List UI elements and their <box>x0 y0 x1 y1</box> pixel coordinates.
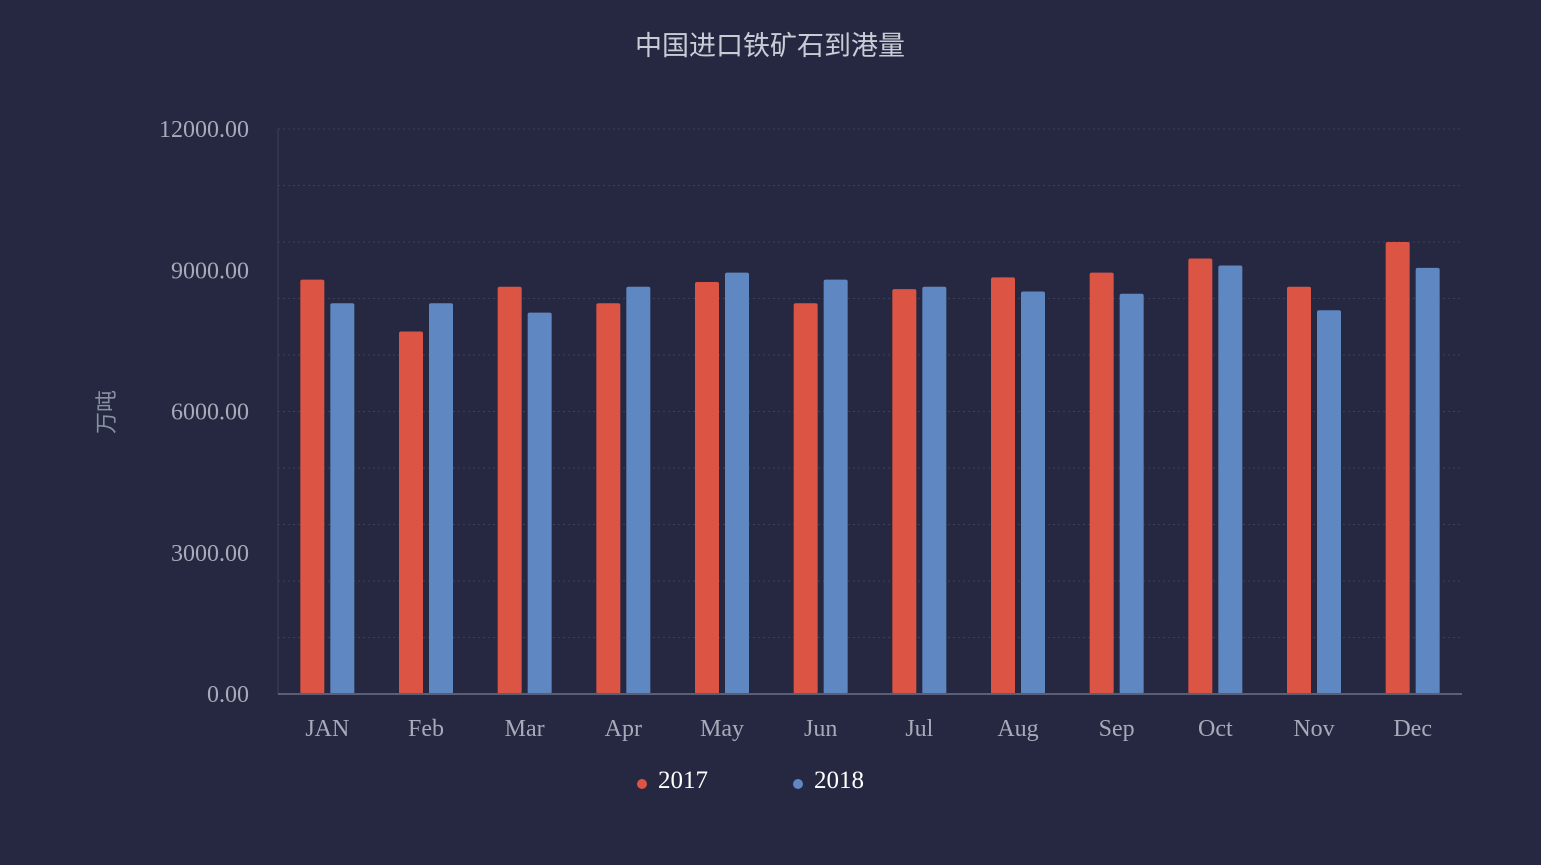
bar-2018-Oct[interactable] <box>1218 265 1243 694</box>
y-tick-label: 9000.00 <box>171 258 249 284</box>
x-tick-label: Feb <box>408 716 444 742</box>
legend[interactable]: 2017 2018 <box>637 767 864 794</box>
x-tick-label: May <box>700 716 744 742</box>
bar-2018-JAN[interactable] <box>330 303 355 694</box>
y-tick-label: 12000.00 <box>159 117 249 143</box>
bar-2018-Apr[interactable] <box>626 286 651 694</box>
x-tick-label: Apr <box>605 716 642 742</box>
bar-2017-Apr[interactable] <box>596 303 621 694</box>
x-axis-ticks: JAN Feb Mar Apr May Jun Jul Aug Sep Oct Nov Dec <box>305 716 1432 742</box>
x-tick-label: JAN <box>305 716 349 742</box>
legend-label: 2017 <box>658 767 708 794</box>
bar-2018-Jul[interactable] <box>922 286 947 694</box>
axes <box>277 129 1462 695</box>
legend-label: 2018 <box>814 767 864 794</box>
bar-2017-Nov[interactable] <box>1287 286 1311 694</box>
bar-2018-Feb[interactable] <box>429 303 453 694</box>
x-tick-label: Jun <box>804 716 837 742</box>
x-tick-label: Nov <box>1293 716 1334 742</box>
y-tick-label: 6000.00 <box>171 400 249 426</box>
x-tick-label: Jul <box>905 716 933 742</box>
bar-2018-Jun[interactable] <box>823 279 848 694</box>
legend-marker <box>637 779 647 789</box>
bar-2018-Nov[interactable] <box>1317 310 1341 694</box>
bars <box>300 242 1440 694</box>
bar-2017-Aug[interactable] <box>991 277 1015 694</box>
bar-2017-Jul[interactable] <box>892 289 917 694</box>
grid-lines <box>278 128 1462 638</box>
bar-2017-Oct[interactable] <box>1188 258 1213 694</box>
x-tick-label: Sep <box>1099 716 1135 742</box>
bar-2017-Dec[interactable] <box>1385 242 1410 694</box>
y-axis-ticks: 12000.00 9000.00 6000.00 3000.00 0.00 <box>159 117 249 708</box>
legend-marker <box>793 779 803 789</box>
bar-2018-Mar[interactable] <box>527 312 552 694</box>
bar-2018-Dec[interactable] <box>1415 267 1440 694</box>
bar-2017-Sep[interactable] <box>1089 272 1114 694</box>
x-tick-label: Dec <box>1393 716 1432 742</box>
x-tick-label: Oct <box>1198 716 1233 742</box>
chart-title: 中国进口铁矿石到港量 <box>635 31 905 62</box>
y-tick-label: 0.00 <box>207 682 249 708</box>
bar-2017-May[interactable] <box>695 282 719 694</box>
bar-2018-Sep[interactable] <box>1119 293 1144 694</box>
y-axis-label: 万吨 <box>95 390 120 434</box>
x-tick-label: Aug <box>997 716 1038 742</box>
legend-item-2018[interactable]: 2018 <box>793 767 864 794</box>
bar-2018-Aug[interactable] <box>1021 291 1045 694</box>
bar-2017-Feb[interactable] <box>399 331 423 694</box>
legend-item-2017[interactable]: 2017 <box>637 767 708 794</box>
bar-2018-May[interactable] <box>725 272 749 694</box>
y-tick-label: 3000.00 <box>171 541 249 567</box>
bar-2017-Mar[interactable] <box>497 286 522 694</box>
bar-2017-Jun[interactable] <box>793 303 818 694</box>
x-tick-label: Mar <box>505 716 545 742</box>
bar-2017-JAN[interactable] <box>300 279 325 694</box>
